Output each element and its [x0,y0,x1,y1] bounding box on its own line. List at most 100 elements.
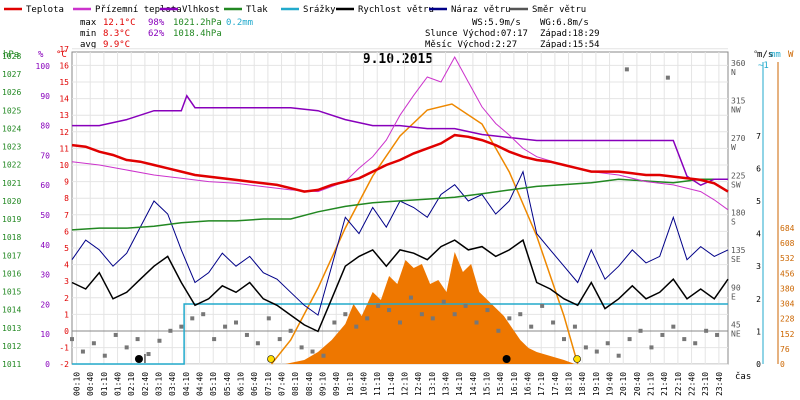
axis-unit-hpa: hPa [3,50,19,60]
x-tick-label: 02:40 [141,372,150,396]
x-tick-label: 09:40 [332,372,341,396]
stats-sun: Slunce Východ:07:17 [425,29,528,39]
tick-label-solar: 304 [780,300,795,309]
tick-label-dir-name: SW [731,180,741,189]
x-tick-label: 17:40 [551,372,560,396]
tick-label-hpa: 1019 [2,215,21,224]
tick-label-dir-name: S [731,218,736,227]
x-tick-label: 04:10 [182,372,191,396]
axis-unit-pct: % [38,50,44,60]
wind-dir-point [441,299,446,304]
wind-dir-point [179,324,184,329]
wind-dir-point [572,324,577,329]
tick-label-temp: 0 [64,327,69,336]
x-tick-label: 23:40 [715,372,724,396]
tick-label-temp: 1 [64,310,69,319]
wind-dir-point [223,324,228,329]
tick-label-hpa: 1026 [2,88,21,97]
wind-dir-point [299,345,304,350]
x-tick-label: 06:10 [237,372,246,396]
series-solar-area [285,252,575,364]
x-tick-label: 21:10 [647,372,656,396]
stats-max-label: max [80,18,97,28]
tick-label-wind: 1 [756,327,761,336]
axis-unit-wind: m/s [757,50,773,60]
tick-label-temp: 8 [64,194,69,203]
tick-label-hpa: 1024 [2,124,21,133]
x-tick-label: 15:40 [496,372,505,396]
x-tick-label: 06:40 [250,372,259,396]
x-tick-label: 11:10 [373,372,382,396]
tick-label-dir-deg: 180 [731,209,746,218]
x-tick-label: 20:40 [633,372,642,396]
tick-label-dir-name: NE [731,330,741,339]
stats-max-temp: 12.1°C [103,18,136,28]
x-tick-label: 08:40 [305,372,314,396]
stats-max-hum: 98% [148,18,165,28]
x-tick-label: 18:10 [565,372,574,396]
wind-dir-point [638,328,643,333]
right-axes: 360N315NW270W225SW180S135SE90E45NE012345… [731,59,795,369]
tick-label-wind: 6 [756,164,761,173]
tick-label-solar: 532 [780,254,795,263]
x-tick-label: 15:10 [483,372,492,396]
tick-label-solar: 684 [780,224,795,233]
x-tick-label: 22:40 [688,372,697,396]
x-tick-label: 01:40 [114,372,123,396]
series-humidity-line [72,94,728,187]
series-temp-line [71,133,729,193]
x-tick-label: 07:40 [278,372,287,396]
stats-min-label: min [80,29,96,39]
tick-label-hpa: 1025 [2,106,21,115]
tick-label-hpa: 1023 [2,143,21,152]
tick-label-temp: 13 [59,111,69,120]
wind-dir-point [244,332,249,337]
x-tick-label: 09:10 [319,372,328,396]
tick-label-pct: 50 [40,211,50,220]
stats-block: max 12.1°C 98% 1021.2hPa 0.2mm min 8.3°C… [80,18,600,50]
wind-dir-point [365,316,370,321]
wind-dir-point [91,341,96,346]
series-pressure-line [71,178,728,231]
wind-dir-point [682,337,687,342]
series-solar-max-line [270,103,579,365]
legend-label: Směr větru [532,5,586,15]
tick-label-dir-deg: 135 [731,246,746,255]
axis-unit-dir: ° [753,50,758,60]
tick-label-dir-deg: 45 [731,321,741,330]
wind-dir-point [562,337,566,342]
tick-label-pct: 90 [40,92,50,101]
legend: Teplota Přízemní teplota Vlhkost Tlak Srážky… [4,5,586,15]
x-tick-label: 10:10 [346,372,355,396]
stats-wg: WG:6.8m/s [540,18,589,28]
legend-label: Rychlost větru [358,5,434,15]
wind-dir-point [80,349,85,354]
wind-dir-point [168,328,173,333]
x-axis: 00:10 00:40 01:10 01:40 02:10 02:40 03:10 03:40… [73,372,724,396]
x-tick-label: 14:10 [455,372,464,396]
wind-dir-point [343,312,348,317]
stats-avg-label: avg [80,40,96,50]
wind-dir-point [135,337,140,342]
tick-label-temp: 10 [59,161,69,170]
tick-label-pct: 60 [40,181,50,190]
tick-label-hpa: 1017 [2,251,21,260]
wind-dir-point [234,320,238,325]
legend-label: Vlhkost [182,5,220,15]
tick-label-wind: 5 [756,197,761,206]
tick-label-dir-deg: 360 [731,59,746,68]
tick-label-hpa: 1021 [2,179,21,188]
wind-dir-point [102,353,107,358]
x-tick-label: 23:10 [701,372,710,396]
tick-label-hpa: 1020 [2,197,21,206]
x-tick-label: 16:10 [510,372,519,396]
tick-label-pct: 0 [45,360,50,369]
series-rain-line [72,303,728,365]
x-tick-label: 00:10 [73,372,82,396]
stats-min-press: 1018.4hPa [173,29,222,39]
left-axes: 1011101210131014101510161017101810191020… [2,45,69,369]
x-tick-label: 11:40 [387,372,396,396]
tick-label-dir-deg: 315 [731,97,746,106]
wind-dir-point [398,320,402,325]
